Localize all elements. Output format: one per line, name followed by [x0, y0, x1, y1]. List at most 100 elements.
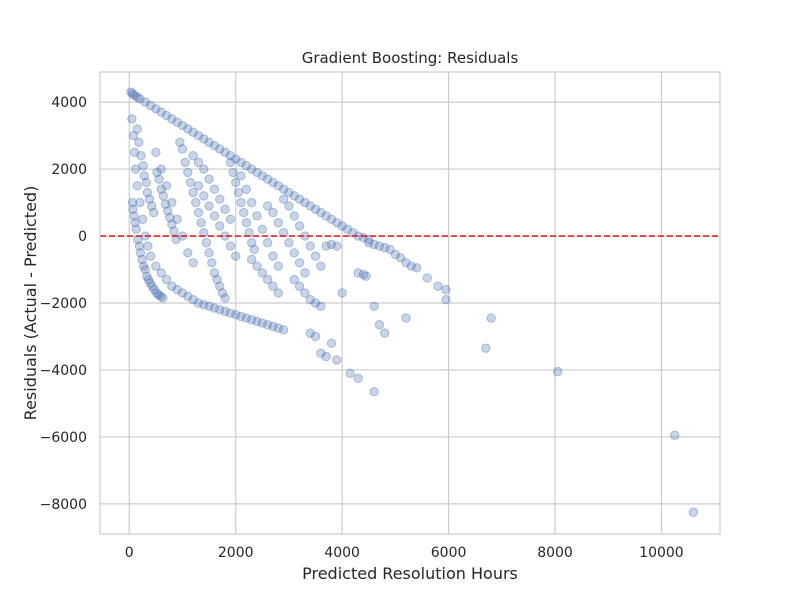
scatter-point [262, 201, 273, 211]
scatter-point [135, 248, 146, 258]
scatter-point [326, 338, 337, 348]
y-tick-label: 0 [78, 229, 87, 245]
scatter-point [244, 227, 254, 238]
scatter-point [167, 197, 177, 208]
scatter-point [139, 171, 149, 181]
scatter-point [145, 278, 155, 288]
scatter-point [380, 328, 390, 338]
scatter-point [215, 281, 225, 291]
scatter-point [167, 114, 177, 124]
scatter-point [132, 92, 142, 102]
scatter-point [246, 315, 257, 325]
scatter-point [390, 249, 401, 260]
scatter-point [154, 174, 164, 184]
scatter-point [284, 187, 294, 198]
scatter-point [321, 351, 331, 362]
scatter-point [278, 227, 289, 238]
scatter-point [305, 201, 315, 211]
scatter-point [273, 181, 283, 191]
scatter-point [310, 251, 321, 261]
scatter-point [146, 201, 157, 211]
scatter-point [257, 224, 268, 235]
scatter-point [152, 167, 162, 178]
y-tick-label: −2000 [40, 296, 87, 312]
scatter-point [241, 313, 252, 323]
scatter-point [369, 301, 379, 312]
scatter-point [145, 100, 156, 111]
scatter-point [364, 238, 374, 248]
scatter-point [225, 308, 236, 318]
scatter-point [212, 274, 222, 285]
chart-title: Gradient Boosting: Residuals [302, 49, 519, 67]
scatter-point [332, 217, 342, 228]
x-tick-label: 6000 [431, 545, 467, 561]
scatter-point [151, 261, 161, 271]
scatter-point [177, 120, 188, 131]
scatter-point [241, 217, 252, 228]
scatter-point [199, 191, 209, 201]
scatter-point [137, 254, 147, 265]
scatter-point [137, 214, 148, 225]
scatter-point [149, 207, 159, 218]
y-axis-label: Residuals (Actual - Predicted) [21, 186, 40, 421]
scatter-point [129, 211, 139, 221]
scatter-point [278, 194, 289, 204]
scatter-point [348, 227, 358, 238]
scatter-point [353, 268, 363, 278]
scatter-point [345, 368, 355, 379]
scatter-point [257, 268, 268, 278]
scatter-point [209, 140, 220, 151]
scatter-point [207, 258, 217, 268]
scatter-point [132, 124, 142, 134]
scatter-point [156, 184, 166, 194]
x-axis-label: Predicted Resolution Hours [302, 564, 518, 583]
scatter-point [246, 197, 257, 208]
scatter-point [369, 239, 379, 250]
scatter-point [138, 261, 149, 271]
scatter-point [332, 355, 342, 365]
scatter-point [135, 197, 145, 208]
scatter-point [326, 214, 337, 225]
scatter-point [155, 291, 166, 302]
scatter-point [201, 238, 212, 248]
scatter-point [151, 104, 161, 114]
scatter-point [158, 293, 168, 303]
scatter-point [273, 217, 283, 228]
scatter-point [217, 288, 228, 298]
scatter-point [183, 167, 193, 178]
scatter-point [127, 197, 138, 208]
tick-labels: 0 2000 4000 6000 8000 10000 −8000 −6000 −4000 −20… [40, 95, 684, 561]
scatter-point [316, 207, 326, 218]
scatter-point [158, 191, 169, 201]
scatter-point [231, 154, 241, 164]
scatter-point [353, 373, 363, 384]
x-tick-label: 10000 [639, 545, 684, 561]
scatter-point [143, 241, 153, 251]
scatter-point [294, 194, 305, 204]
x-tick-label: 0 [125, 545, 134, 561]
scatter-point [188, 294, 198, 305]
scatter-point [241, 184, 252, 194]
scatter-point [199, 227, 209, 238]
scatter-point [246, 254, 257, 265]
scatter-point [332, 241, 342, 251]
scatter-point [135, 94, 145, 104]
scatter-point [294, 258, 305, 268]
scatter-point [199, 134, 209, 144]
scatter-point [140, 264, 150, 275]
scatter-point [196, 217, 206, 228]
scatter-point [289, 191, 299, 201]
scatter-point [130, 217, 140, 228]
scatter-point [241, 161, 252, 171]
scatter-point [236, 197, 246, 208]
scatter-point [127, 89, 138, 99]
scatter-point [204, 201, 214, 211]
scatter-point [126, 87, 136, 97]
scatter-point [246, 164, 257, 174]
scatter-point [193, 181, 204, 191]
scatter-point [228, 167, 238, 178]
scatter-point [131, 224, 141, 235]
scatter-point [268, 251, 278, 261]
scatter-point [401, 313, 411, 323]
scatter-point [321, 241, 331, 251]
